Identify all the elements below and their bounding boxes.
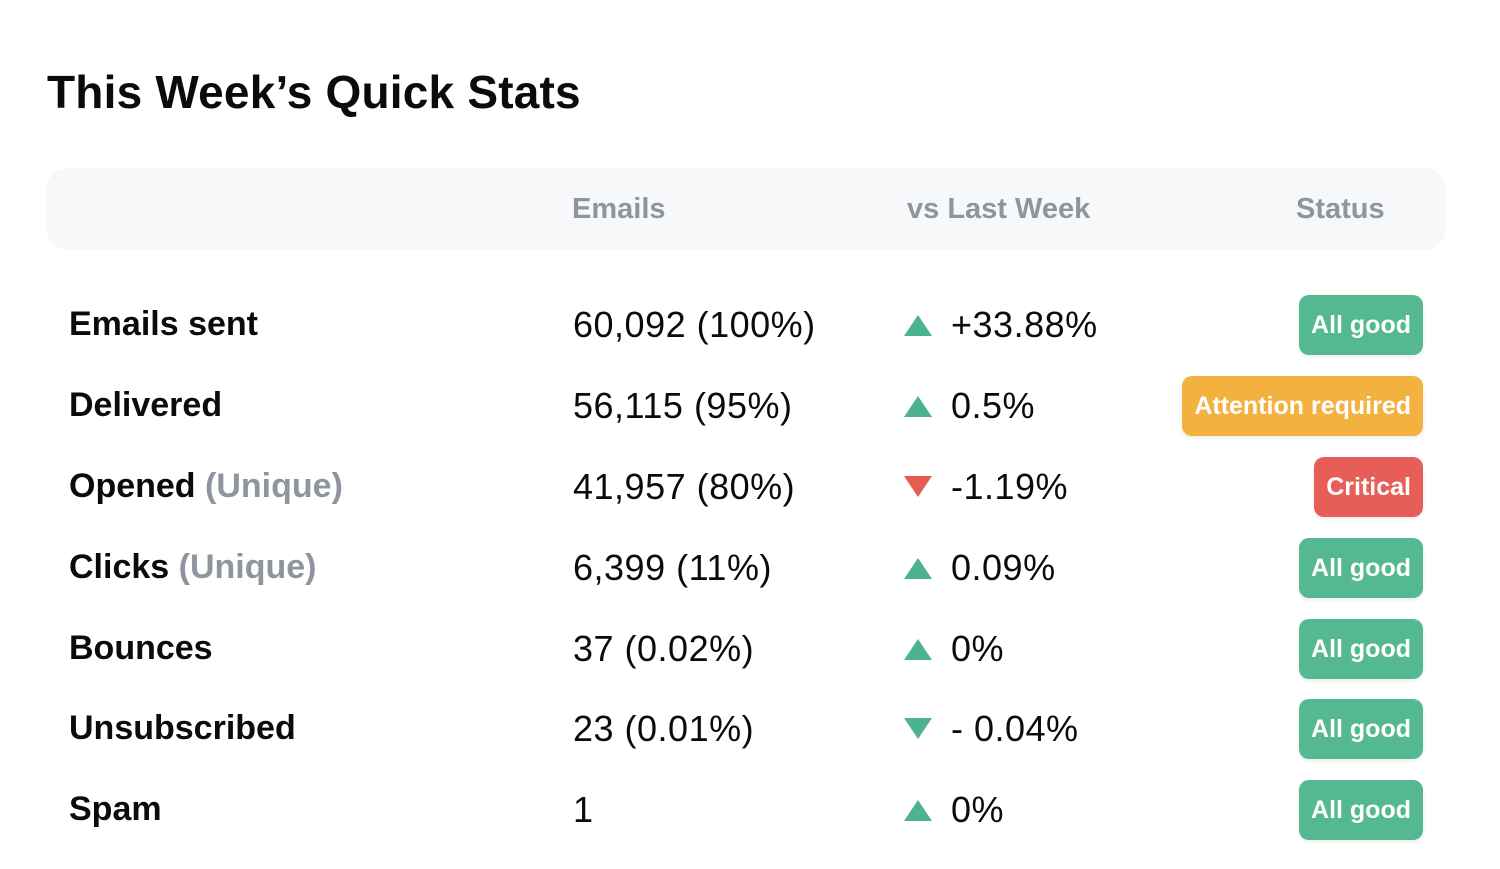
table-row: Bounces 37 (0.02%) 0% All good xyxy=(0,608,1500,689)
triangle-down-icon xyxy=(904,718,932,739)
row-label: Bounces xyxy=(69,608,213,689)
table-row: Opened (Unique) 41,957 (80%) -1.19% Crit… xyxy=(0,446,1500,527)
status-badge: Attention required xyxy=(1182,376,1423,436)
column-header-emails: Emails xyxy=(572,193,666,225)
row-label-text: Clicks xyxy=(69,548,170,586)
row-label-text: Opened xyxy=(69,467,196,505)
triangle-down-icon xyxy=(904,476,932,497)
row-label-text: Emails sent xyxy=(69,305,258,343)
row-change-value: -1.19% xyxy=(951,466,1069,507)
row-emails-value: 23 (0.01%) xyxy=(573,708,755,749)
row-change-value: 0% xyxy=(951,628,1005,669)
row-label: Clicks (Unique) xyxy=(69,527,317,608)
row-change-value: 0.09% xyxy=(951,547,1056,588)
table-row: Delivered 56,115 (95%) 0.5% Attention re… xyxy=(0,365,1500,446)
row-change-value: 0.5% xyxy=(951,385,1036,426)
row-label-qualifier: (Unique) xyxy=(178,548,317,586)
triangle-up-icon xyxy=(904,639,932,660)
triangle-up-icon xyxy=(904,800,932,821)
table-row: Unsubscribed 23 (0.01%) - 0.04% All good xyxy=(0,688,1500,769)
row-label-qualifier: (Unique) xyxy=(205,467,343,505)
status-badge: All good xyxy=(1299,780,1423,840)
row-label-text: Unsubscribed xyxy=(69,709,296,747)
table-header: Emails vs Last Week Status xyxy=(46,168,1446,250)
row-change-value: - 0.04% xyxy=(951,708,1079,749)
table-row: Spam 1 0% All good xyxy=(0,769,1500,850)
row-emails-value: 1 xyxy=(573,789,594,830)
row-emails-value: 37 (0.02%) xyxy=(573,628,755,669)
row-emails-value: 41,957 (80%) xyxy=(573,466,796,507)
triangle-up-icon xyxy=(904,315,932,336)
row-emails-value: 60,092 (100%) xyxy=(573,304,816,345)
row-label-text: Bounces xyxy=(69,629,213,667)
status-badge: Critical xyxy=(1314,457,1423,517)
triangle-up-icon xyxy=(904,396,932,417)
column-header-vs-last-week: vs Last Week xyxy=(907,193,1091,225)
table-row: Clicks (Unique) 6,399 (11%) 0.09% All go… xyxy=(0,527,1500,608)
column-header-status: Status xyxy=(1296,193,1385,225)
page-title: This Week’s Quick Stats xyxy=(47,66,581,118)
triangle-up-icon xyxy=(904,558,932,579)
row-label: Unsubscribed xyxy=(69,688,296,769)
row-label: Emails sent xyxy=(69,284,258,365)
row-label-text: Spam xyxy=(69,790,162,828)
row-change-value: 0% xyxy=(951,789,1005,830)
status-badge: All good xyxy=(1299,295,1423,355)
status-badge: All good xyxy=(1299,619,1423,679)
row-label: Opened (Unique) xyxy=(69,446,343,527)
row-change-value: +33.88% xyxy=(951,304,1098,345)
status-badge: All good xyxy=(1299,699,1423,759)
row-emails-value: 6,399 (11%) xyxy=(573,547,772,588)
row-emails-value: 56,115 (95%) xyxy=(573,385,793,426)
row-label-text: Delivered xyxy=(69,386,223,424)
row-label: Spam xyxy=(69,769,162,850)
row-label: Delivered xyxy=(69,365,222,446)
table-row: Emails sent 60,092 (100%) +33.88% All go… xyxy=(0,284,1500,365)
status-badge: All good xyxy=(1299,538,1423,598)
